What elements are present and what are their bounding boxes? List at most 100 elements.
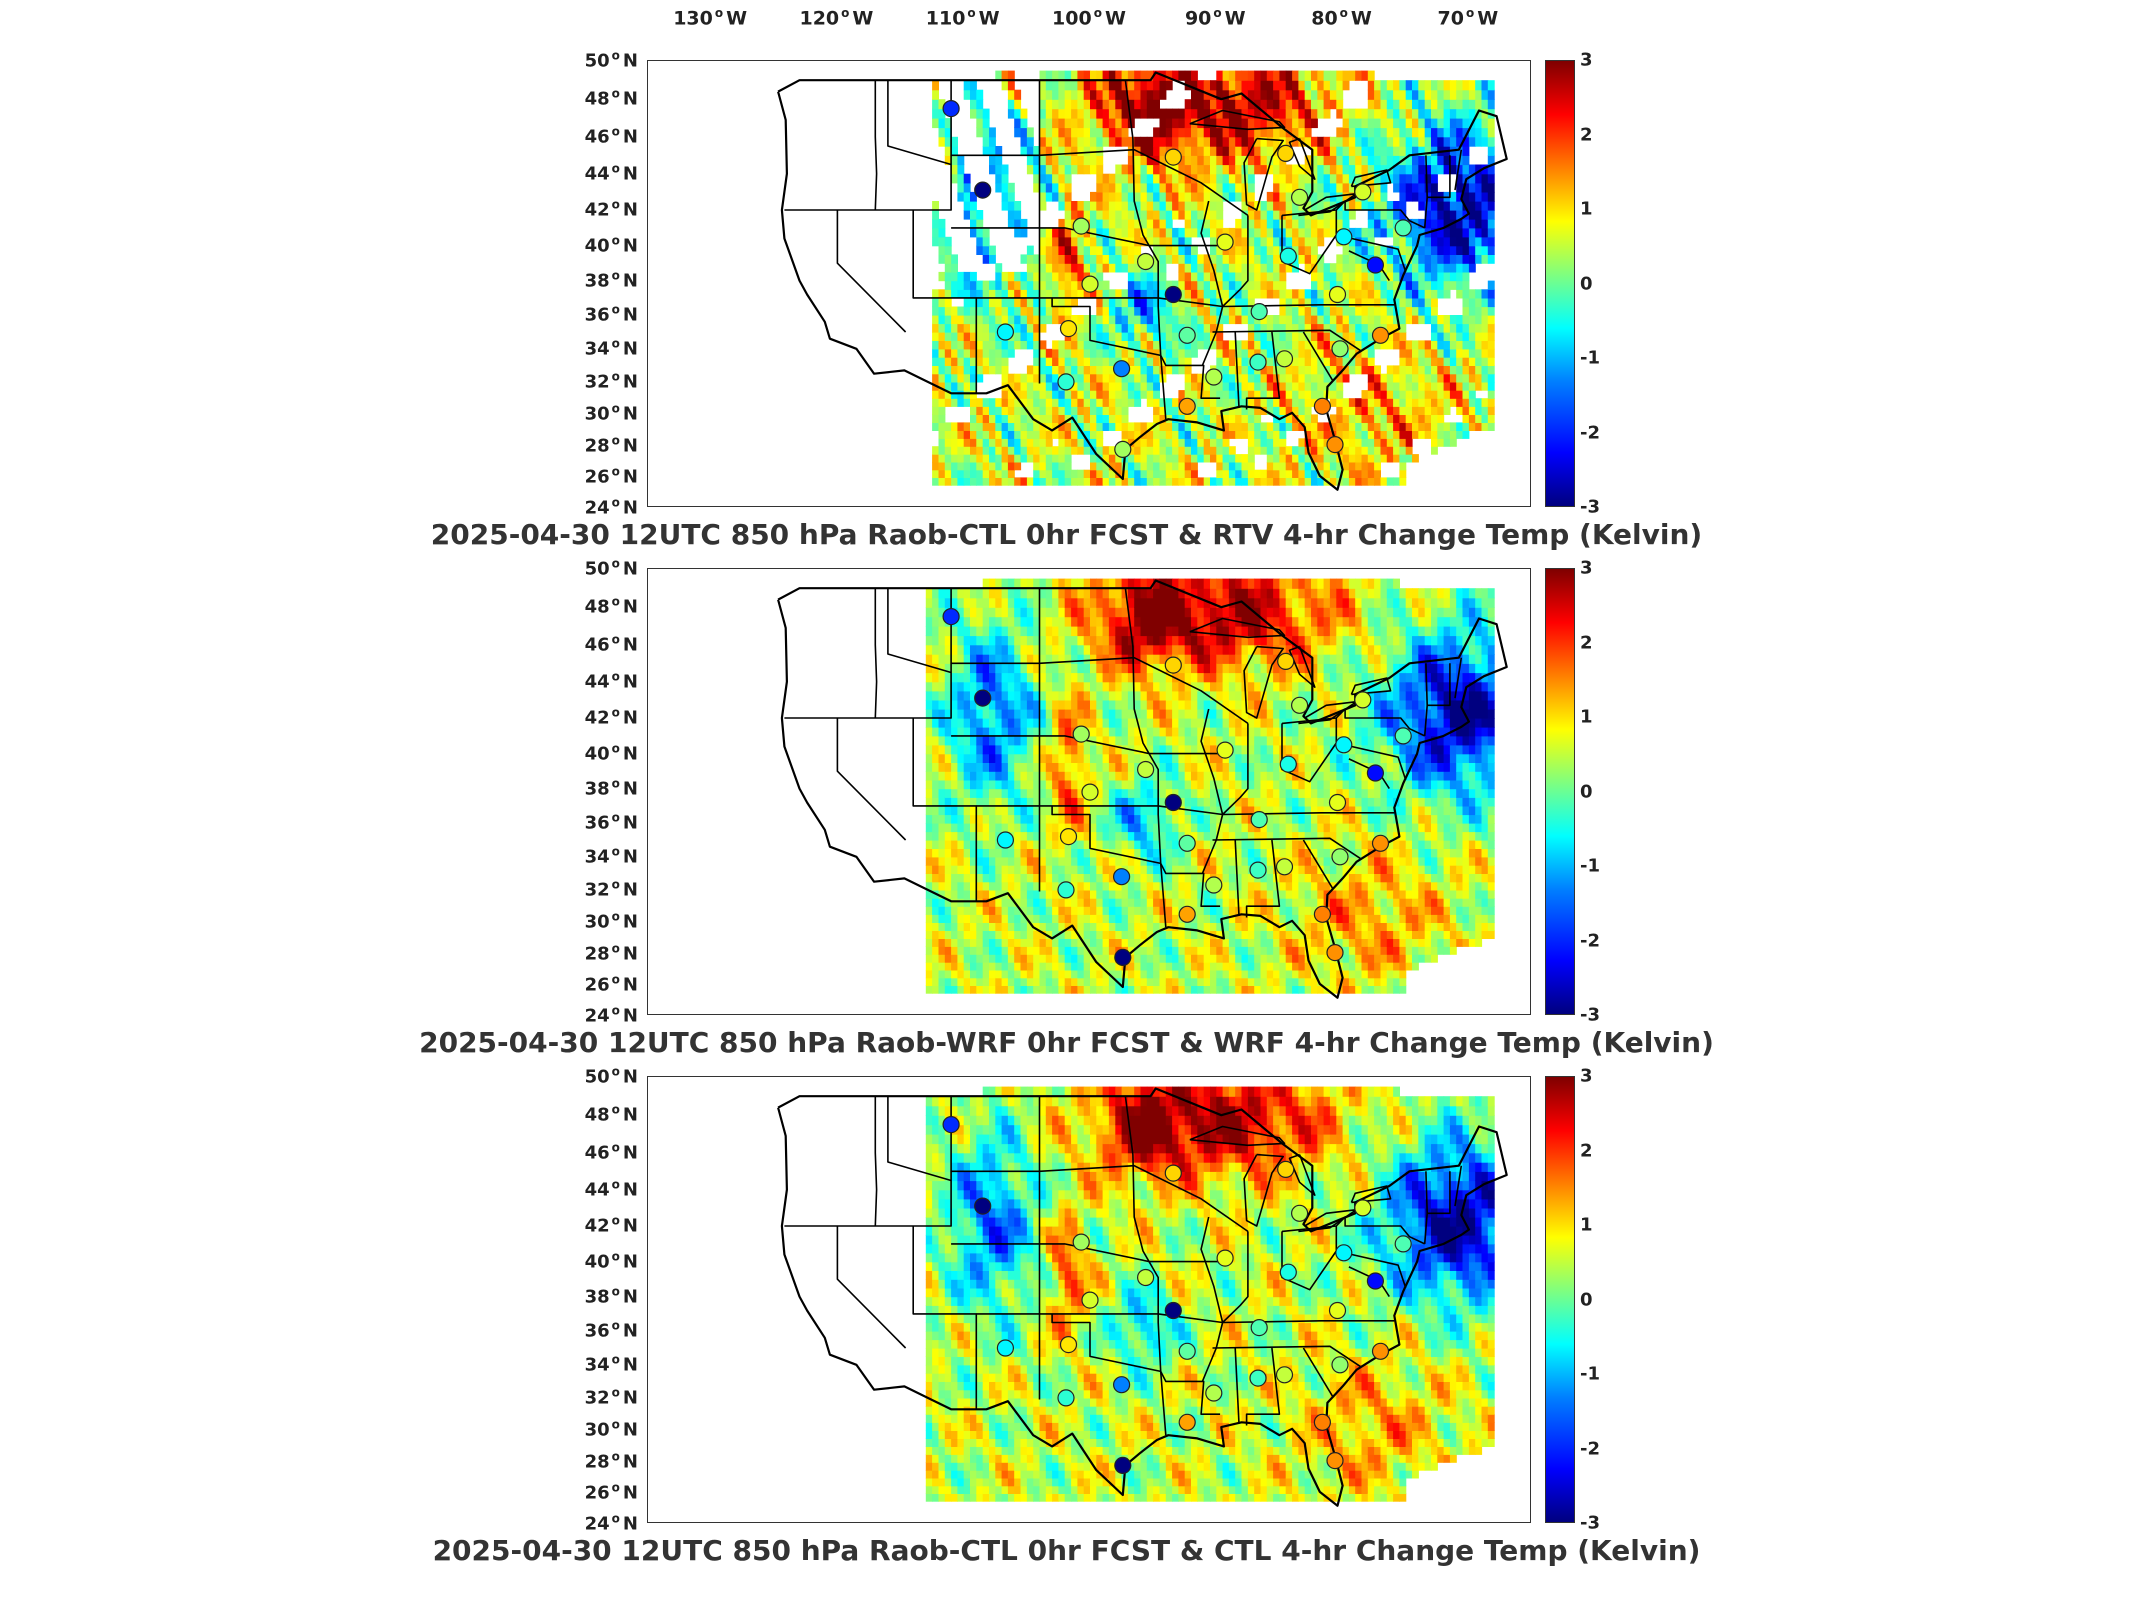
map-frame[interactable] (647, 1076, 1531, 1523)
raob-station-marker[interactable] (1354, 1199, 1372, 1217)
raob-station-marker[interactable] (1335, 736, 1353, 754)
raob-station-marker[interactable] (996, 1339, 1014, 1357)
raob-station-marker[interactable] (942, 99, 960, 118)
raob-station-marker[interactable] (1113, 360, 1131, 378)
latitude-tick-label: 30 o N (584, 1417, 638, 1441)
raob-station-marker[interactable] (1290, 696, 1309, 714)
raob-station-marker[interactable] (1249, 353, 1267, 371)
raob-station-marker[interactable] (1331, 1356, 1349, 1374)
raob-station-marker[interactable] (1164, 656, 1182, 674)
raob-station-marker[interactable] (1328, 1301, 1347, 1320)
raob-station-marker[interactable] (974, 689, 992, 707)
raob-station-marker[interactable] (1275, 350, 1294, 368)
raob-station-marker[interactable] (1366, 764, 1385, 782)
raob-station-marker[interactable] (1205, 1384, 1223, 1402)
raob-station-marker[interactable] (996, 831, 1014, 849)
raob-station-marker[interactable] (1059, 828, 1078, 846)
raob-station-marker[interactable] (1178, 834, 1196, 852)
raob-station-marker[interactable] (1331, 848, 1349, 866)
raob-station-marker[interactable] (1164, 1301, 1182, 1320)
raob-station-marker[interactable] (1277, 1160, 1295, 1179)
raob-station-marker[interactable] (1331, 340, 1349, 358)
raob-station-marker[interactable] (1249, 1369, 1267, 1387)
raob-station-marker[interactable] (1057, 1389, 1075, 1407)
raob-station-marker[interactable] (1205, 368, 1223, 386)
raob-station-marker[interactable] (1216, 233, 1234, 251)
raob-station-marker[interactable] (1275, 1366, 1294, 1384)
raob-station-marker[interactable] (1137, 1268, 1155, 1287)
colorbar-tick-label: 3 (1580, 1065, 1593, 1087)
raob-station-marker[interactable] (1059, 1336, 1078, 1354)
raob-station-marker[interactable] (1057, 373, 1075, 391)
raob-station-marker[interactable] (1164, 1164, 1182, 1182)
raob-station-marker[interactable] (1137, 760, 1155, 779)
raob-station-marker[interactable] (1275, 858, 1294, 876)
raob-station-marker[interactable] (1290, 188, 1309, 206)
raob-station-marker[interactable] (1178, 326, 1196, 344)
raob-station-marker[interactable] (1137, 252, 1155, 271)
raob-station-marker[interactable] (1164, 285, 1182, 304)
raob-station-marker[interactable] (1335, 1244, 1353, 1262)
raob-station-marker[interactable] (1366, 256, 1385, 274)
raob-station-marker[interactable] (1277, 652, 1295, 671)
raob-station-marker[interactable] (1394, 219, 1412, 237)
raob-station-marker[interactable] (996, 323, 1014, 341)
raob-station-marker[interactable] (1326, 1452, 1344, 1470)
raob-station-marker[interactable] (1279, 755, 1297, 773)
raob-station-marker[interactable] (1057, 881, 1075, 899)
raob-station-marker[interactable] (1114, 948, 1132, 966)
raob-station-marker[interactable] (1205, 876, 1223, 894)
raob-station-marker[interactable] (1313, 905, 1332, 923)
raob-station-marker[interactable] (1072, 217, 1090, 235)
raob-station-marker[interactable] (1326, 436, 1344, 454)
raob-station-marker[interactable] (1250, 303, 1268, 321)
raob-station-marker[interactable] (1216, 1249, 1234, 1267)
raob-station-marker[interactable] (1279, 1263, 1297, 1281)
raob-station-marker[interactable] (1328, 793, 1347, 812)
raob-station-marker[interactable] (1081, 1291, 1099, 1309)
raob-station-marker[interactable] (974, 1197, 992, 1215)
map-frame[interactable] (647, 60, 1531, 507)
raob-station-marker[interactable] (1178, 1413, 1196, 1431)
raob-station-marker[interactable] (1366, 1272, 1385, 1290)
raob-station-marker[interactable] (1394, 1235, 1412, 1253)
raob-station-marker[interactable] (1164, 148, 1182, 166)
raob-station-marker[interactable] (1326, 944, 1344, 962)
raob-station-marker[interactable] (1371, 1342, 1390, 1360)
raob-station-marker[interactable] (974, 181, 992, 199)
raob-station-marker[interactable] (1081, 783, 1099, 801)
raob-station-marker[interactable] (1072, 725, 1090, 743)
raob-station-marker[interactable] (1277, 144, 1295, 163)
raob-station-marker[interactable] (1114, 440, 1132, 458)
raob-station-marker[interactable] (1178, 905, 1196, 923)
raob-station-marker[interactable] (1335, 228, 1353, 246)
raob-station-marker[interactable] (1178, 397, 1196, 415)
raob-station-marker[interactable] (1328, 285, 1347, 304)
raob-station-marker[interactable] (1250, 811, 1268, 829)
raob-station-marker[interactable] (1290, 1204, 1309, 1222)
raob-station-marker[interactable] (1371, 326, 1390, 344)
temperature-change-field (932, 70, 1495, 486)
raob-station-marker[interactable] (1216, 741, 1234, 759)
raob-station-marker[interactable] (1249, 861, 1267, 879)
raob-station-marker[interactable] (1394, 727, 1412, 745)
raob-station-marker[interactable] (1164, 793, 1182, 812)
raob-station-marker[interactable] (1059, 320, 1078, 338)
raob-station-marker[interactable] (1371, 834, 1390, 852)
raob-station-marker[interactable] (1178, 1342, 1196, 1360)
raob-station-marker[interactable] (1081, 275, 1099, 293)
raob-station-marker[interactable] (942, 1115, 960, 1134)
raob-station-marker[interactable] (1354, 691, 1372, 709)
raob-station-marker[interactable] (1313, 1413, 1332, 1431)
raob-station-marker[interactable] (1114, 1456, 1132, 1474)
map-frame[interactable] (647, 568, 1531, 1015)
latitude-axis: 50 o N 48 o N 46 o N 44 o N 42 o N 40 o N 38 o N 36 o N 34 o N 32 o N… (560, 49, 644, 519)
raob-station-marker[interactable] (1072, 1233, 1090, 1251)
raob-station-marker[interactable] (1250, 1319, 1268, 1337)
raob-station-marker[interactable] (1279, 247, 1297, 265)
raob-station-marker[interactable] (1113, 1376, 1131, 1394)
raob-station-marker[interactable] (942, 607, 960, 626)
raob-station-marker[interactable] (1313, 397, 1332, 415)
raob-station-marker[interactable] (1354, 183, 1372, 201)
raob-station-marker[interactable] (1113, 868, 1131, 886)
